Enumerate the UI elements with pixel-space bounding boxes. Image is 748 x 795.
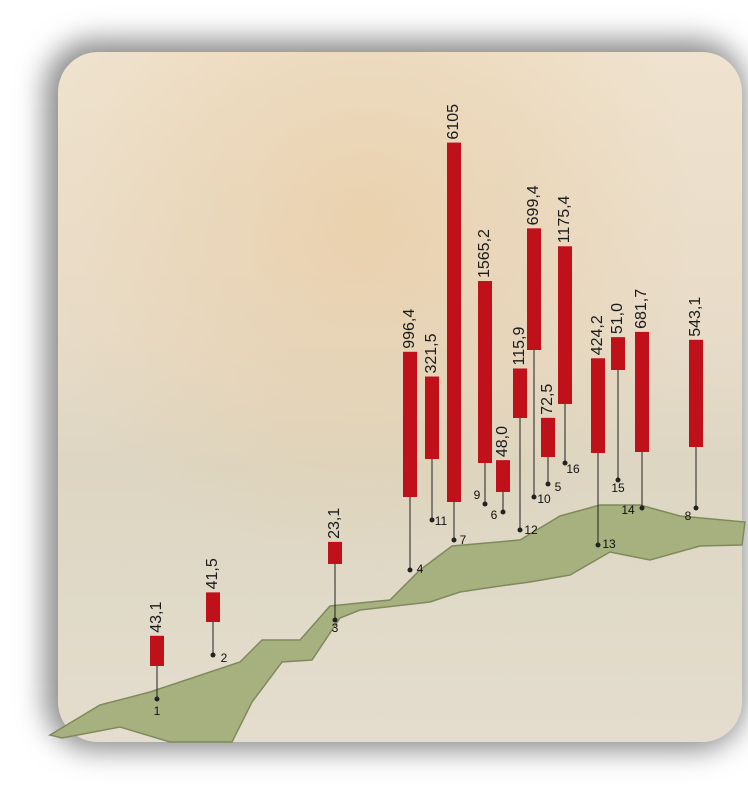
region-dot [332, 617, 338, 623]
region-number: 15 [611, 481, 625, 495]
bar [689, 339, 703, 447]
region-dot [615, 477, 621, 483]
region-number: 3 [332, 621, 339, 635]
region-number: 16 [566, 462, 580, 476]
value-label: 321,5 [423, 333, 440, 373]
bar [558, 246, 572, 404]
region-dot [562, 460, 568, 466]
region-dot [500, 509, 506, 515]
region-dot [429, 517, 435, 523]
bar [206, 592, 220, 622]
map [48, 504, 746, 743]
value-label: 681,7 [633, 289, 650, 329]
bar [541, 417, 555, 457]
region-number: 2 [221, 651, 228, 665]
region-dot [639, 505, 645, 511]
bar [591, 358, 605, 453]
region-number: 4 [417, 562, 424, 576]
region-number: 6 [491, 508, 498, 522]
value-label: 23,1 [326, 508, 343, 539]
value-label: 115,9 [511, 327, 528, 366]
region-number: 10 [537, 492, 551, 506]
region-dot [545, 481, 551, 487]
region-number: 12 [524, 523, 538, 537]
region-number: 7 [460, 533, 467, 547]
bar [611, 337, 625, 370]
value-label: 1565,2 [476, 229, 493, 278]
bar [150, 635, 164, 666]
region-number: 1 [154, 704, 161, 718]
region-number: 5 [555, 480, 562, 494]
region-number: 13 [602, 537, 616, 551]
bar [425, 376, 439, 459]
value-label: 51,0 [609, 303, 626, 334]
bar [513, 368, 527, 418]
region-number: 11 [435, 514, 448, 528]
region-dot [154, 696, 160, 702]
region-dot [451, 537, 457, 543]
region-dot [210, 652, 216, 658]
region-number: 9 [474, 488, 481, 502]
value-label: 424,2 [589, 315, 606, 355]
value-label: 1175,4 [556, 195, 573, 243]
region-dot [517, 527, 523, 533]
region-dot [482, 501, 488, 507]
region-dot [595, 542, 601, 548]
bar [635, 331, 649, 452]
bar [496, 460, 510, 492]
bar [328, 541, 342, 564]
value-label: 72,5 [539, 384, 556, 415]
region-dot [407, 567, 413, 573]
bar [403, 351, 417, 497]
region-dot [693, 505, 699, 511]
region-number: 8 [685, 509, 692, 523]
value-label: 43,1 [148, 602, 165, 633]
value-label: 996,4 [401, 309, 418, 349]
value-label: 48,0 [494, 426, 511, 457]
bar [447, 142, 461, 502]
value-label: 543,1 [687, 297, 704, 337]
region-dot [531, 494, 537, 500]
value-label: 6105 [445, 104, 462, 140]
bar [478, 281, 492, 463]
region-number: 14 [621, 503, 635, 517]
bar [527, 228, 541, 350]
value-label: 699,4 [525, 185, 542, 225]
value-label: 41,5 [204, 558, 221, 589]
